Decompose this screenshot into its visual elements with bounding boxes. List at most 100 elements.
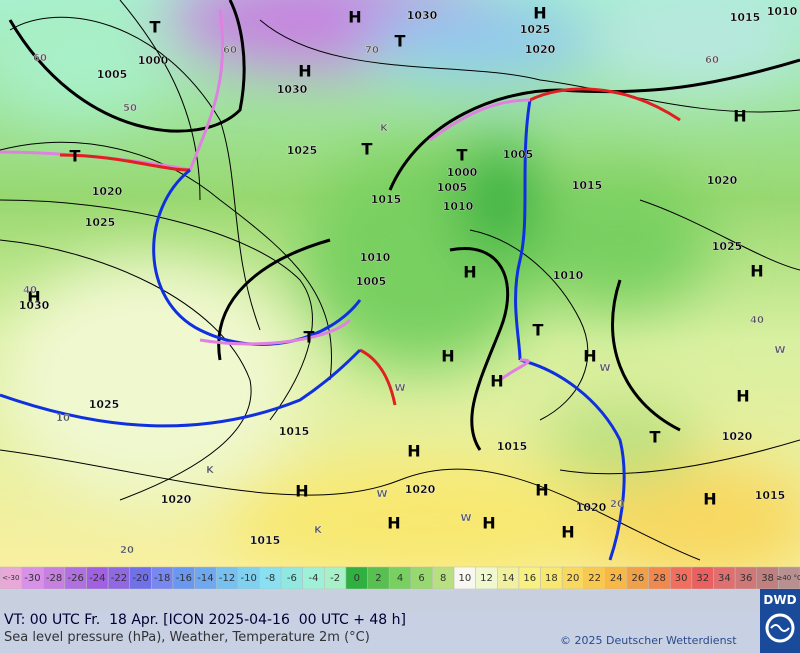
- isobar-label: 1010: [553, 269, 584, 282]
- dwd-logo: DWD: [760, 589, 800, 653]
- pressure-center: H: [407, 442, 420, 461]
- description: Sea level pressure (hPa), Weather, Tempe…: [4, 630, 370, 645]
- isobar-label: 1020: [525, 43, 556, 56]
- scale-label: -28: [46, 573, 62, 584]
- scale-label: 36: [740, 573, 753, 584]
- pressure-center: H: [490, 372, 503, 391]
- scale-label: 18: [545, 573, 558, 584]
- scale-label: -22: [111, 573, 127, 584]
- isobar-label: 1020: [405, 483, 436, 496]
- isobar-label: 1005: [97, 68, 128, 81]
- pressure-center: T: [304, 328, 315, 347]
- pressure-center: H: [736, 387, 749, 406]
- isobar-label: 1020: [576, 501, 607, 514]
- isobar-label: K: [206, 465, 215, 476]
- scale-label: 6: [418, 573, 424, 584]
- pressure-center: H: [441, 347, 454, 366]
- pressure-center: H: [463, 263, 476, 282]
- scale-label: 14: [502, 573, 515, 584]
- pressure-center: T: [362, 140, 373, 159]
- scale-label: -10: [240, 573, 256, 584]
- scale-label: -8: [265, 573, 275, 584]
- pressure-center: H: [533, 4, 546, 23]
- isobar-label: 1030: [19, 299, 50, 312]
- pressure-center: H: [583, 347, 596, 366]
- scale-label: -12: [219, 573, 235, 584]
- isobar-label: 1020: [722, 430, 753, 443]
- scale-label: ≥40 °C: [776, 574, 800, 582]
- pressure-center: H: [295, 482, 308, 501]
- pressure-center: H: [703, 490, 716, 509]
- isobar-label: 40: [23, 285, 37, 296]
- isobar-label: 60: [33, 53, 47, 64]
- scale-label: -18: [154, 573, 170, 584]
- logo-icon: [765, 613, 795, 643]
- isobar-label: 1015: [755, 489, 786, 502]
- isobar-label: 1015: [572, 179, 603, 192]
- scale-label: 24: [610, 573, 623, 584]
- scale-label: 4: [397, 573, 403, 584]
- isobar-label: 1030: [407, 9, 438, 22]
- scale-label: 12: [480, 573, 493, 584]
- isobar-label: 1015: [250, 534, 281, 547]
- scale-label: -4: [309, 573, 319, 584]
- scale-label: 22: [588, 573, 601, 584]
- fronts: [0, 9, 681, 561]
- scale-label: -20: [132, 573, 148, 584]
- pressure-center: H: [482, 514, 495, 533]
- pressure-center: H: [750, 262, 763, 281]
- isobar-label: 1025: [712, 240, 743, 253]
- pressure-center: T: [70, 147, 81, 166]
- scale-label: 38: [761, 573, 774, 584]
- scale-label: 10: [458, 573, 471, 584]
- isobar-label: 1000: [138, 54, 169, 67]
- pressure-center: T: [150, 18, 161, 37]
- pressure-center: H: [733, 107, 746, 126]
- scale-label: 20: [567, 573, 580, 584]
- isobar-label: W: [774, 345, 785, 356]
- copyright: © 2025 Deutscher Wetterdienst: [560, 634, 737, 647]
- isobar-label: K: [314, 525, 323, 536]
- isobar-label: 1005: [356, 275, 387, 288]
- isobar-label: 60: [223, 45, 237, 56]
- isobar-label: 1005: [503, 148, 534, 161]
- isobar-label: 1025: [89, 398, 120, 411]
- footer: VT: 00 UTC Fr. 18 Apr. [ICON 2025-04-16 …: [0, 612, 760, 653]
- temperature-scale: <-30 -30 -28 -26 -24 -22 -20 -18 -16 -14 -12 -10 -8-…: [0, 566, 800, 589]
- isobar-label: 1020: [161, 493, 192, 506]
- isobar-label: W: [599, 363, 610, 374]
- isobar-label: 1020: [92, 185, 123, 198]
- isobar-label: 10: [56, 413, 70, 424]
- isobar-label: 1030: [277, 83, 308, 96]
- pressure-center: H: [561, 523, 574, 542]
- isobar-label: 70: [365, 45, 379, 56]
- pressure-center: T: [395, 32, 406, 51]
- scale-label: -30: [24, 573, 40, 584]
- isobar-label: K: [380, 123, 389, 134]
- isobar-label: 50: [123, 103, 137, 114]
- scale-label: 0: [354, 573, 360, 584]
- isobar-label: 1015: [371, 193, 402, 206]
- isobar-label: 1015: [497, 440, 528, 453]
- scale-label: -14: [197, 573, 213, 584]
- scale-label: 34: [718, 573, 731, 584]
- isobar-label: 20: [610, 499, 624, 510]
- pressure-center: H: [27, 288, 40, 307]
- isobar-label: 1025: [287, 144, 318, 157]
- scale-label: 32: [696, 573, 709, 584]
- isobar-label: W: [394, 383, 405, 394]
- logo-text: DWD: [763, 593, 797, 607]
- scale-label: 16: [523, 573, 536, 584]
- scale-label: 2: [375, 573, 381, 584]
- pressure-center: H: [535, 481, 548, 500]
- isobar-label: 1005: [437, 181, 468, 194]
- pressure-center: T: [533, 321, 544, 340]
- isobar-label: 1010: [360, 251, 391, 264]
- scale-label: -26: [68, 573, 84, 584]
- pressure-center: T: [457, 146, 468, 165]
- scale-label: -24: [89, 573, 105, 584]
- pressure-center: T: [650, 428, 661, 447]
- isobar-label: 1020: [707, 174, 738, 187]
